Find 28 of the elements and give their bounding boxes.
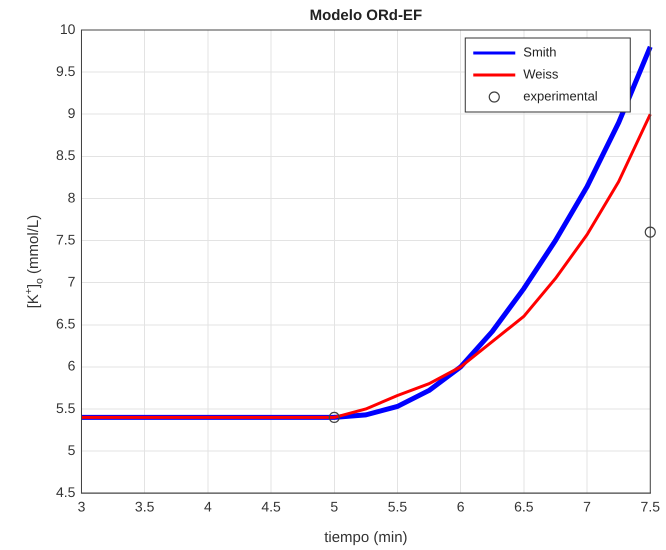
x-tick-label: 7: [583, 498, 592, 514]
y-tick-label: 7: [68, 274, 76, 290]
y-tick-label: 6.5: [56, 316, 76, 332]
x-axis-title: tiempo (min): [324, 529, 408, 546]
x-tick-label: 5.5: [388, 498, 408, 514]
y-tick-label: 7.5: [56, 231, 76, 248]
y-tick-label: 8.5: [56, 147, 76, 164]
y-axis-title: [K+]o (mmol/L): [23, 214, 46, 308]
x-tick-label: 4.5: [261, 498, 282, 514]
y-tick-label: 4.5: [56, 484, 76, 500]
legend-label: Smith: [523, 44, 557, 60]
x-tick-label: 3.5: [134, 498, 155, 514]
y-tick-label: 9.5: [56, 62, 76, 79]
x-tick-label: 5: [330, 498, 338, 514]
legend-label: Weiss: [523, 66, 559, 82]
x-tick-label: 6: [456, 498, 465, 514]
y-tick-label: 6: [68, 358, 76, 374]
y-tick-label: 5.5: [56, 400, 76, 416]
chart-title: Modelo ORd-EF: [310, 7, 422, 24]
x-tick-label: 3: [78, 498, 86, 514]
x-tick-label: 6.5: [514, 498, 534, 514]
y-tick-label: 5: [68, 442, 76, 458]
y-tick-label: 10: [60, 20, 76, 37]
y-tick-label: 9: [68, 105, 76, 122]
legend-label: experimental: [523, 88, 598, 104]
x-tick-label: 4: [204, 498, 212, 514]
y-tick-label: 8: [68, 189, 76, 206]
x-tick-label: 7.5: [640, 498, 660, 514]
